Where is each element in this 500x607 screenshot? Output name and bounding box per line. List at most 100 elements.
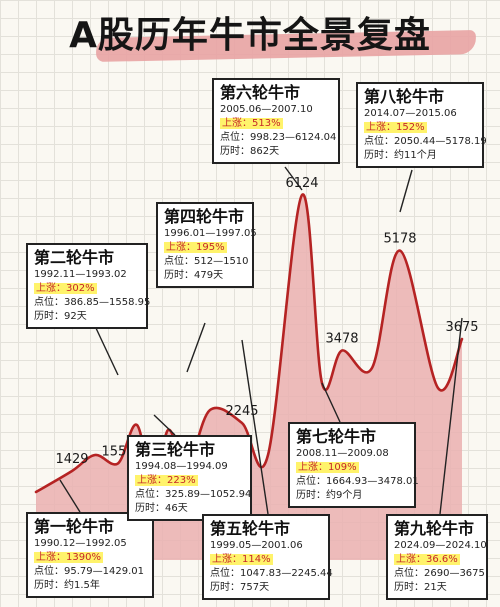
gain-value: 513% — [252, 118, 281, 129]
gain-label: 上涨： — [36, 552, 66, 563]
points-label: 点位： — [135, 489, 165, 500]
duration-value: 约1.5年 — [64, 580, 100, 591]
round-card-6: 第六轮牛市 2005.06—2007.10 上涨：513% 点位：998.23—… — [212, 78, 340, 164]
round-name: 第二轮牛市 — [34, 248, 115, 267]
peak-label-9: 3675 — [445, 320, 478, 335]
round-period: 1999.05—2001.06 — [210, 540, 303, 551]
duration-label: 历时： — [164, 270, 194, 281]
points-value: 386.85—1558.95 — [64, 297, 151, 308]
gain-value: 152% — [396, 122, 425, 133]
gain-value: 1390% — [66, 552, 101, 563]
leader-line-7 — [321, 382, 341, 423]
duration-label: 历时： — [296, 490, 326, 501]
points-value: 325.89—1052.94 — [165, 489, 252, 500]
gain-label: 上涨： — [222, 118, 252, 129]
leader-line-8 — [399, 169, 413, 213]
peak-label-1: 1429 — [55, 452, 88, 467]
round-name: 第八轮牛市 — [364, 87, 445, 106]
duration-value: 46天 — [165, 503, 188, 514]
leader-line-6 — [284, 166, 303, 191]
gain-label: 上涨： — [166, 242, 196, 253]
leader-line-2 — [94, 325, 119, 376]
duration-label: 历时： — [364, 150, 394, 161]
leader-line-9 — [439, 317, 463, 515]
round-card-1: 第一轮牛市 1990.12—1992.05 上涨：1390% 点位：95.79—… — [26, 512, 154, 598]
duration-label: 历时： — [34, 580, 64, 591]
points-value: 1664.93—3478.01 — [326, 476, 419, 487]
round-card-2: 第二轮牛市 1992.11—1993.02 上涨：302% 点位：386.85—… — [26, 243, 151, 329]
duration-label: 历时： — [34, 311, 64, 322]
gain-label: 上涨： — [396, 554, 426, 565]
gain-value: 109% — [328, 462, 357, 473]
round-period: 2008.11—2009.08 — [296, 448, 389, 459]
points-label: 点位： — [364, 136, 394, 147]
round-period: 2014.07—2015.06 — [364, 108, 457, 119]
duration-value: 约11个月 — [394, 150, 437, 161]
round-card-4: 第四轮牛市 1996.01—1997.05 上涨：195% 点位：512—151… — [156, 202, 257, 288]
duration-label: 历时： — [210, 582, 240, 593]
round-name: 第一轮牛市 — [34, 517, 115, 536]
round-name: 第三轮牛市 — [135, 440, 216, 459]
peak-label-8: 5178 — [383, 232, 416, 247]
peak-label-6: 6124 — [285, 176, 318, 191]
points-value: 2690—3675 — [424, 568, 485, 579]
gain-label: 上涨： — [298, 462, 328, 473]
gain-value: 195% — [196, 242, 225, 253]
duration-label: 历时： — [220, 146, 250, 157]
duration-value: 479天 — [194, 270, 224, 281]
round-name: 第七轮牛市 — [296, 427, 377, 446]
duration-value: 862天 — [250, 146, 280, 157]
points-value: 2050.44—5178.19 — [394, 136, 487, 147]
points-label: 点位： — [210, 568, 240, 579]
duration-value: 757天 — [240, 582, 270, 593]
duration-label: 历时： — [135, 503, 165, 514]
round-name: 第六轮牛市 — [220, 83, 301, 102]
duration-value: 约9个月 — [326, 490, 363, 501]
page-title: A股历年牛市全景复盘 — [69, 15, 431, 56]
round-name: 第五轮牛市 — [210, 519, 291, 538]
points-label: 点位： — [164, 256, 194, 267]
gain-value: 223% — [167, 475, 196, 486]
leader-lines — [59, 166, 463, 515]
title-area: A股历年牛市全景复盘 — [0, 0, 500, 66]
peak-label-2: 1558 — [101, 444, 134, 459]
gain-label: 上涨： — [137, 475, 167, 486]
points-value: 1047.83—2245.44 — [240, 568, 333, 579]
gain-value: 302% — [66, 283, 95, 294]
leader-line-1 — [59, 479, 81, 513]
round-card-3: 第三轮牛市 1994.08—1994.09 上涨：223% 点位：325.89—… — [127, 435, 252, 521]
gain-label: 上涨： — [212, 554, 242, 565]
round-card-9: 第九轮牛市 2024.09—2024.10 上涨：36.6% 点位：2690—3… — [386, 514, 488, 600]
points-label: 点位： — [296, 476, 326, 487]
leader-line-5 — [241, 339, 269, 515]
round-period: 2024.09—2024.10 — [394, 540, 487, 551]
duration-value: 21天 — [424, 582, 447, 593]
points-value: 998.23—6124.04 — [250, 132, 337, 143]
round-period: 1996.01—1997.05 — [164, 228, 257, 239]
round-period: 1990.12—1992.05 — [34, 538, 127, 549]
round-period: 1992.11—1993.02 — [34, 269, 127, 280]
gain-value: 114% — [242, 554, 271, 565]
round-name: 第四轮牛市 — [164, 207, 245, 226]
points-label: 点位： — [34, 566, 64, 577]
points-label: 点位： — [34, 297, 64, 308]
round-card-7: 第七轮牛市 2008.11—2009.08 上涨：109% 点位：1664.93… — [288, 422, 419, 508]
leader-line-4 — [186, 322, 206, 373]
round-card-8: 第八轮牛市 2014.07—2015.06 上涨：152% 点位：2050.44… — [356, 82, 487, 168]
round-period: 2005.06—2007.10 — [220, 104, 313, 115]
duration-label: 历时： — [394, 582, 424, 593]
gain-value: 36.6% — [426, 554, 458, 565]
gain-label: 上涨： — [366, 122, 396, 133]
points-label: 点位： — [394, 568, 424, 579]
round-card-5: 第五轮牛市 1999.05—2001.06 上涨：114% 点位：1047.83… — [202, 514, 333, 600]
index-line — [34, 193, 464, 495]
peak-label-7: 3478 — [325, 332, 358, 347]
points-label: 点位： — [220, 132, 250, 143]
points-value: 512—1510 — [194, 256, 249, 267]
peak-label-5: 2245 — [225, 404, 258, 419]
gain-label: 上涨： — [36, 283, 66, 294]
round-name: 第九轮牛市 — [394, 519, 475, 538]
points-value: 95.79—1429.01 — [64, 566, 144, 577]
leader-line-3 — [153, 414, 176, 436]
round-period: 1994.08—1994.09 — [135, 461, 228, 472]
